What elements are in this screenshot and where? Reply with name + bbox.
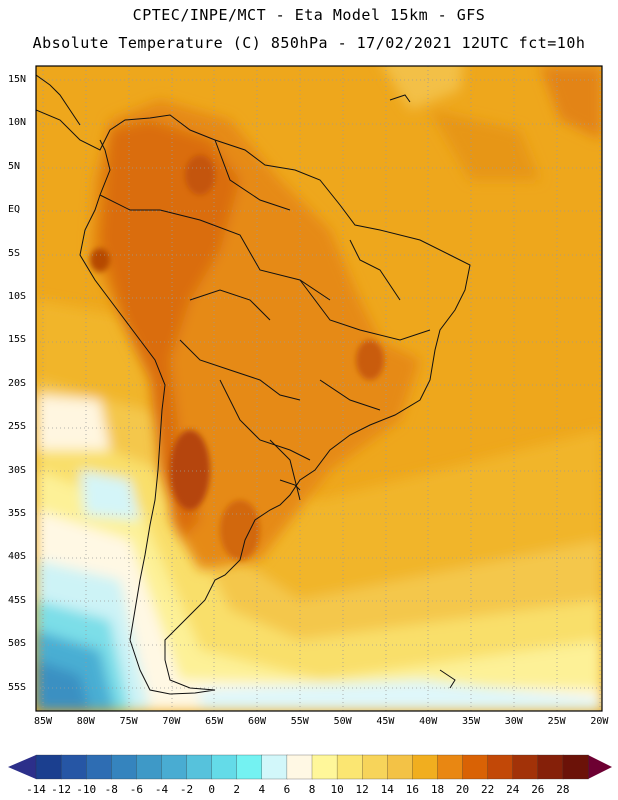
lon-label: 50W — [333, 716, 352, 727]
colorbar-label: 26 — [531, 783, 545, 796]
lon-label: 35W — [461, 716, 481, 727]
colorbar-label: 16 — [405, 783, 419, 796]
colorbar-cell — [437, 754, 464, 780]
colorbar-cell — [311, 754, 338, 780]
lon-label: 40W — [419, 716, 438, 727]
lat-label: 55S — [8, 681, 27, 693]
lon-label: 20W — [590, 716, 609, 727]
colorbar-label: -14 — [26, 783, 46, 796]
colorbar-label: 22 — [481, 783, 495, 796]
lat-label: 10N — [8, 117, 27, 129]
colorbar-label: 2 — [233, 783, 241, 796]
lat-label: 35S — [8, 508, 27, 519]
lat-label: 5S — [8, 247, 21, 259]
lon-label: 30W — [504, 716, 523, 727]
colorbar-cell — [512, 754, 539, 780]
colorbar-cell — [387, 754, 414, 780]
colorbar-cell — [412, 754, 439, 780]
lat-label: 25S — [8, 421, 27, 433]
lat-label: EQ — [8, 204, 21, 216]
colorbar-label: 8 — [308, 783, 316, 796]
colorbar-cell — [362, 754, 388, 780]
colorbar-label: 18 — [430, 783, 445, 796]
lon-label: 55W — [290, 716, 309, 727]
lat-label: 50S — [8, 638, 27, 650]
map-title-line2: Absolute Temperature (C) 850hPa - 17/02/… — [32, 34, 586, 52]
colorbar-label: 10 — [330, 783, 344, 796]
colorbar-cell — [286, 754, 313, 780]
lat-label: 40S — [8, 551, 27, 563]
coastline — [36, 74, 471, 695]
lat-label: 15N — [8, 74, 27, 85]
lon-label: 65W — [205, 716, 224, 727]
lon-label: 25W — [547, 716, 566, 727]
lon-label: 75W — [119, 716, 138, 727]
lon-label: 70W — [162, 716, 181, 727]
colorbar-label: -8 — [104, 783, 118, 796]
lat-label: 15S — [8, 334, 27, 346]
colorbar-cell — [161, 754, 188, 780]
colorbar-cell — [211, 754, 238, 780]
colorbar-label: -2 — [179, 783, 194, 796]
colorbar — [8, 754, 612, 780]
colorbar-cell — [462, 754, 489, 780]
lon-label: 45W — [376, 716, 395, 727]
colorbar-cell — [261, 754, 288, 780]
colorbar-cell — [136, 754, 163, 780]
map-title-line1: CPTEC/INPE/MCT - Eta Model 15km - GFS — [132, 6, 486, 24]
colorbar-cell — [186, 754, 213, 780]
lat-label: 20S — [8, 377, 27, 389]
lat-label: 30S — [8, 464, 27, 476]
colorbar-label: 0 — [208, 783, 215, 796]
colorbar-cell — [236, 754, 263, 780]
colorbar-label: 24 — [506, 783, 520, 796]
temperature-field — [36, 66, 602, 711]
colorbar-label: -4 — [154, 783, 169, 796]
colorbar-cell — [86, 754, 112, 780]
colorbar-label: -10 — [76, 783, 97, 796]
colorbar-label: 28 — [556, 783, 570, 796]
colorbar-label: 6 — [283, 783, 291, 796]
lat-label: 5N — [8, 160, 21, 172]
colorbar-cell — [487, 754, 514, 780]
colorbar-label: 14 — [380, 783, 394, 796]
lon-label: 85W — [33, 716, 53, 727]
colorbar-label: 12 — [355, 783, 369, 796]
colorbar-label: 4 — [258, 783, 266, 796]
lat-label: 10S — [8, 291, 27, 302]
lon-label: 60W — [247, 716, 267, 727]
colorbar-left-arrow — [8, 755, 36, 779]
colorbar-cell — [336, 754, 363, 780]
colorbar-cell — [537, 754, 564, 780]
colorbar-cell — [111, 754, 138, 780]
map-frame — [35, 65, 603, 712]
colorbar-label: -12 — [51, 783, 72, 796]
colorbar-cell — [60, 754, 87, 780]
colorbar-cell — [35, 754, 62, 780]
colorbar-right-arrow — [588, 755, 612, 779]
colorbar-label: -6 — [129, 783, 143, 796]
lat-label: 45S — [8, 594, 27, 606]
colorbar-label: 20 — [455, 783, 470, 796]
lon-label: 80W — [76, 716, 95, 727]
colorbar-cell — [562, 754, 589, 780]
